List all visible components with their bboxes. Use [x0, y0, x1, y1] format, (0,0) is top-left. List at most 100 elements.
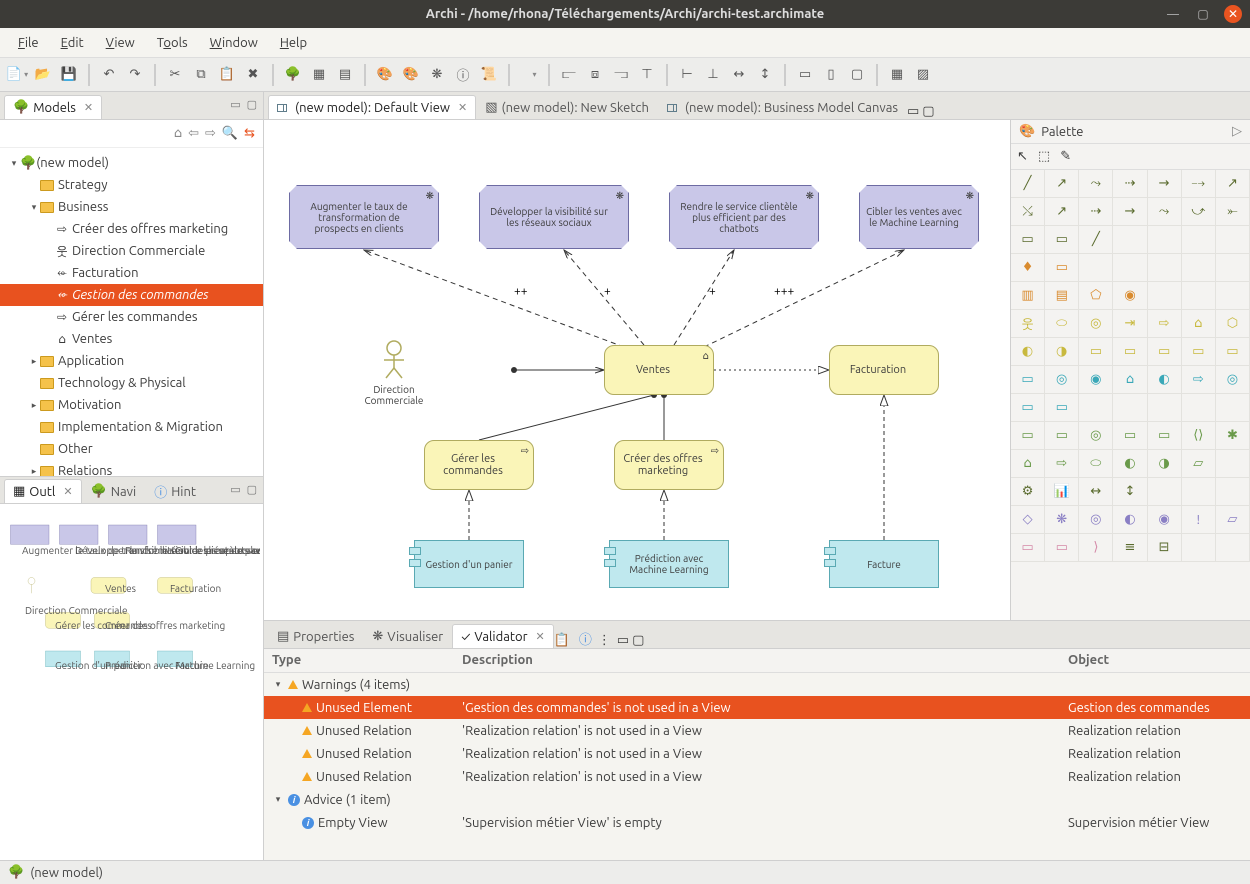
minimize-panel-icon[interactable]: ▭ [230, 98, 240, 111]
tab-visualiser[interactable]: ❋ Visualiser [363, 624, 452, 648]
palette-item[interactable]: ⌂ [1011, 450, 1045, 478]
palette-item[interactable]: ↗ [1216, 170, 1250, 198]
palette-item[interactable]: ▱ [1182, 450, 1216, 478]
palette-item[interactable]: ❋ [1045, 506, 1079, 534]
dist-h-icon[interactable]: ↔ [728, 64, 750, 86]
tree-icon[interactable]: 🌳 [282, 64, 304, 86]
grid-icon[interactable]: ▦ [308, 64, 330, 86]
palette-item[interactable]: ◉ [1079, 366, 1113, 394]
tree-folder-application[interactable]: ▸Application [0, 350, 263, 372]
open-button[interactable]: 📂 [32, 64, 54, 86]
palette-item[interactable]: ◉ [1113, 282, 1147, 310]
align-right-icon[interactable]: ⫎ [610, 64, 632, 86]
info-icon[interactable]: ⓘ [579, 633, 592, 647]
app-facture[interactable]: Facture [829, 540, 939, 588]
menu-window[interactable]: Window [200, 32, 268, 54]
select-tool[interactable]: ↖ [1017, 149, 1028, 164]
fwd-icon[interactable]: ⇨ [205, 126, 216, 141]
palette-item[interactable]: ⇥ [1113, 310, 1147, 338]
palette-item[interactable]: ▭ [1045, 254, 1079, 282]
col-object[interactable]: Object [1060, 649, 1250, 672]
bfunc-gerer[interactable]: Gérer les commandes⇨ [424, 440, 534, 490]
tree-folder-implementation[interactable]: Implementation & Migration [0, 416, 263, 438]
diagram-canvas[interactable]: ++ + + +++ Augmenter l [264, 120, 1010, 620]
palette-item[interactable]: ⇨ [1045, 450, 1079, 478]
validator-row[interactable]: i Empty View 'Supervision métier View' i… [264, 811, 1250, 834]
palette-item[interactable]: ⇨ [1148, 310, 1182, 338]
copy-button[interactable]: ⧉ [190, 64, 212, 86]
palette-item[interactable]: ⚙ [1011, 478, 1045, 506]
palette-item[interactable]: ▭ [1011, 394, 1045, 422]
run-icon[interactable]: 📋 [554, 633, 570, 647]
palette-item[interactable]: ⤻ [1182, 198, 1216, 226]
match-w-icon[interactable]: ▭ [794, 64, 816, 86]
col-desc[interactable]: Description [454, 649, 1060, 672]
tree-folder-strategy[interactable]: Strategy [0, 174, 263, 196]
palette-item[interactable]: ▭ [1113, 338, 1147, 366]
palette-item[interactable]: ▭ [1011, 422, 1045, 450]
palette-item[interactable]: ◎ [1079, 310, 1113, 338]
tab-outline[interactable]: ▦ Outl✕ [4, 479, 82, 503]
tab-sketch[interactable]: ▧ (new model): New Sketch [476, 95, 658, 119]
match-wh-icon[interactable]: ▢ [846, 64, 868, 86]
menu-file[interactable]: File [8, 32, 49, 54]
back-icon[interactable]: ⇦ [188, 126, 199, 141]
tab-bmc[interactable]: (new model): Business Model Canvas [658, 95, 907, 119]
close-icon[interactable]: ✕ [458, 101, 467, 114]
palette-header[interactable]: 🎨 Palette▷ [1011, 120, 1250, 144]
cut-button[interactable]: ✂ [164, 64, 186, 86]
paste-button[interactable]: 📋 [216, 64, 238, 86]
palette-item[interactable]: ♦ [1011, 254, 1045, 282]
maximize-button[interactable]: ▢ [1194, 5, 1212, 23]
tab-validator[interactable]: ✓ Validator✕ [452, 624, 554, 648]
palette-item[interactable]: ◇ [1011, 506, 1045, 534]
palette-item[interactable]: ↔ [1079, 478, 1113, 506]
palette-item[interactable]: ◐ [1113, 450, 1147, 478]
snap-icon[interactable]: ▦ [886, 64, 908, 86]
align-top-icon[interactable]: ⊤ [636, 64, 658, 86]
palette-item[interactable]: 웃 [1011, 310, 1045, 338]
palette-item[interactable]: ◑ [1148, 450, 1182, 478]
bfunc-ventes[interactable]: Ventes⌂ [604, 345, 714, 395]
palette-item[interactable]: ▭ [1216, 338, 1250, 366]
goal-visibility[interactable]: Développer la visibilité sur les réseaux… [479, 185, 629, 249]
close-icon[interactable]: ✕ [536, 630, 545, 643]
validator-row[interactable]: Unused Relation 'Realization relation' i… [264, 765, 1250, 788]
palette-item[interactable]: ⊟ [1148, 534, 1182, 562]
palette-item[interactable]: ▭ [1045, 226, 1079, 254]
palette-item[interactable]: ≡ [1113, 534, 1147, 562]
app-ml[interactable]: Prédiction avec Machine Learning [609, 540, 729, 588]
palette-item[interactable]: ⬠ [1079, 282, 1113, 310]
palette-item[interactable]: ◎ [1216, 366, 1250, 394]
tab-models[interactable]: 🌳 Models ✕ [4, 95, 102, 119]
palette-item[interactable]: ⟩ [1079, 534, 1113, 562]
palette-item[interactable]: ▭ [1011, 226, 1045, 254]
palette-item[interactable]: ◐ [1113, 506, 1147, 534]
search-icon[interactable]: 🔍 [222, 126, 238, 141]
goal-chatbots[interactable]: Rendre le service clientèle plus efficie… [669, 185, 819, 249]
palette-item[interactable]: ◎ [1079, 422, 1113, 450]
tab-default-view[interactable]: (new model): Default View✕ [268, 95, 476, 119]
palette-item[interactable]: ▭ [1148, 338, 1182, 366]
palette-item[interactable]: ! [1182, 506, 1216, 534]
palette-item[interactable]: ▭ [1148, 422, 1182, 450]
tree-item-gestion[interactable]: ⬰Gestion des commandes [0, 284, 263, 306]
validator-group-advice[interactable]: ▾i Advice (1 item) [264, 788, 1250, 811]
align-left-icon[interactable]: ⫍ [558, 64, 580, 86]
home-icon[interactable]: ⌂ [174, 126, 182, 141]
validator-row[interactable]: Unused Relation 'Realization relation' i… [264, 742, 1250, 765]
business-actor-direction[interactable]: Direction Commerciale [344, 340, 444, 406]
tree-folder-business[interactable]: ▾Business [0, 196, 263, 218]
palette-item[interactable]: ↗ [1045, 170, 1079, 198]
tree-folder-motivation[interactable]: ▸Motivation [0, 394, 263, 416]
bfunc-offres[interactable]: Créer des offres marketing⇨ [614, 440, 724, 490]
palette-item[interactable]: ⇨ [1182, 366, 1216, 394]
outline-canvas[interactable]: Augmenter le taux de transformation de p… [0, 504, 263, 860]
menu-icon[interactable]: ⋮ [598, 633, 611, 647]
palette-item[interactable]: ▭ [1182, 338, 1216, 366]
close-icon[interactable]: ✕ [63, 485, 72, 498]
palette-item[interactable]: ⤳ [1079, 170, 1113, 198]
delete-button[interactable]: ✖ [242, 64, 264, 86]
validator-row[interactable]: Unused Relation 'Realization relation' i… [264, 719, 1250, 742]
palette-item[interactable]: ⤍ [1182, 170, 1216, 198]
